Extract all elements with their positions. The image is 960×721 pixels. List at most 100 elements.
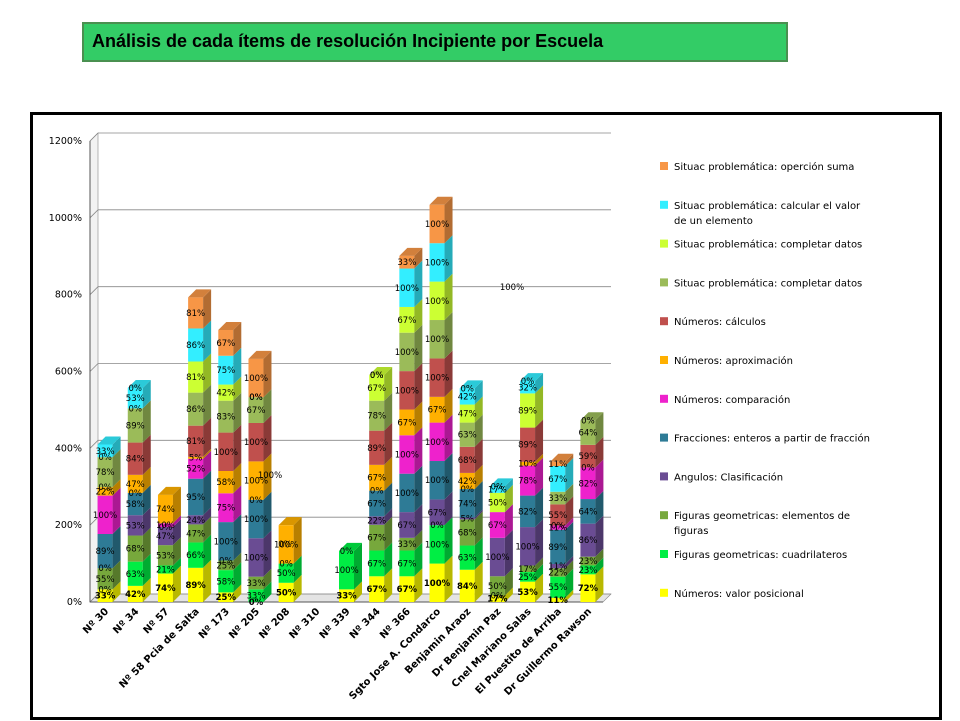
bar-segment-side: [233, 552, 242, 571]
legend-label: Angulos: Clasificación: [674, 471, 783, 483]
data-label: 0%: [279, 560, 293, 570]
data-label: 0%: [370, 371, 384, 381]
data-label: 33%: [96, 447, 115, 457]
data-label: 100%: [334, 566, 358, 576]
data-label: 0%: [581, 464, 595, 474]
bar-segment: [580, 499, 596, 524]
data-label: 86%: [186, 405, 205, 415]
data-label: 0%: [98, 564, 112, 574]
legend-swatch: [660, 317, 668, 326]
bar-segment-side: [203, 417, 212, 457]
bar-segment-side: [384, 422, 393, 465]
bar-segment-side: [535, 385, 544, 428]
data-label: 11%: [548, 596, 569, 606]
bar-segment: [429, 422, 445, 462]
bar-segment: [580, 467, 596, 500]
bar-top: [97, 436, 121, 445]
data-label: 100%: [425, 374, 449, 384]
bar-segment: [550, 568, 566, 577]
data-label: 74%: [156, 505, 175, 515]
bar-segment-side: [384, 542, 393, 577]
bar-segment-side: [565, 458, 574, 492]
bar-segment: [489, 512, 505, 538]
bar-segment-side: [474, 396, 483, 423]
bar-top: [550, 453, 574, 462]
gridline-diag: [89, 132, 99, 142]
bar-segment-side: [595, 515, 604, 557]
bar-segment: [248, 358, 264, 398]
data-label: 33%: [247, 592, 266, 602]
bar-segment: [520, 495, 536, 528]
bar-segment-side: [444, 491, 453, 526]
data-label: 21%: [156, 566, 175, 576]
bar-segment: [218, 570, 234, 593]
data-label: 67%: [367, 474, 386, 484]
bar-segment-side: [595, 459, 604, 500]
data-label: 10%: [518, 460, 537, 470]
bar-segment: [489, 595, 505, 602]
legend-label: figuras: [674, 526, 708, 537]
bar-segment: [188, 297, 204, 329]
bar-segment: [218, 400, 234, 433]
bar-segment: [429, 499, 445, 526]
data-label: 81%: [186, 309, 205, 319]
bar-segment-side: [233, 514, 242, 561]
data-label: 89%: [126, 421, 145, 431]
data-label: 0%: [491, 591, 505, 601]
legend-label: Figuras geometricas: cuadrilateros: [674, 550, 847, 561]
bar-segment: [157, 523, 173, 528]
legend-label: Fracciones: enteros a partir de fracción: [674, 433, 870, 445]
bar-segment: [399, 550, 415, 577]
bar-segment: [580, 444, 596, 468]
bar-segment: [459, 489, 475, 518]
data-label: 17%: [518, 565, 537, 575]
data-label: 42%: [458, 477, 477, 487]
legend-swatch: [660, 162, 668, 170]
data-label: 0%: [129, 404, 143, 414]
bar-segment: [459, 446, 475, 473]
legend-label: Situac problemática: operción suma: [674, 161, 854, 173]
bar-segment-side: [504, 478, 513, 493]
bar-segment: [218, 493, 234, 523]
bar-segment-side: [203, 516, 212, 543]
bar-segment-side: [535, 453, 544, 466]
data-label: 78%: [367, 412, 386, 422]
bar-segment: [157, 494, 173, 524]
bar-segment: [218, 384, 234, 401]
bar-top: [369, 366, 393, 375]
data-label: 47%: [126, 480, 145, 490]
bar-segment-side: [565, 517, 574, 530]
data-label: 50%: [276, 588, 297, 598]
bar-segment-side: [384, 568, 393, 602]
bar-segment-side: [474, 464, 483, 490]
bar-segment-side: [414, 324, 423, 372]
legend-label: Situac problemática: calcular el valor: [674, 200, 861, 212]
bar-segment-side: [414, 260, 423, 307]
bar-segment-side: [172, 557, 181, 574]
bar-segment: [127, 585, 143, 602]
data-label: 42%: [458, 392, 477, 402]
bar-segment: [399, 409, 415, 436]
bar-segment-side: [142, 466, 151, 493]
bar-top: [580, 412, 604, 421]
data-label: 100%: [274, 540, 298, 550]
chart-title: Análisis de cada ítems de resolución Inc…: [92, 31, 604, 51]
bar-segment-side: [535, 457, 544, 496]
chart-frame: 0% 200% 400% 600% 800% 1000% 1200% 33% 0% 55% 0% 89…: [30, 112, 942, 720]
data-label: 67%: [247, 406, 266, 416]
bar-segment: [248, 499, 264, 539]
data-label: 0%: [370, 371, 384, 381]
bar-segment-side: [263, 414, 272, 462]
data-label: 42%: [125, 590, 146, 600]
data-label: 64%: [578, 507, 597, 517]
data-label: 53%: [126, 394, 145, 404]
bar-segment-side: [595, 436, 604, 468]
bar-segment: [188, 515, 204, 525]
bar-segment-side: [474, 561, 483, 602]
annotation-label: 100%: [258, 471, 282, 481]
bar-segment: [459, 472, 475, 490]
data-label: 95%: [186, 493, 205, 503]
bar-segment: [369, 400, 385, 431]
data-label: 67%: [367, 384, 386, 394]
bar-segment-side: [263, 453, 272, 500]
